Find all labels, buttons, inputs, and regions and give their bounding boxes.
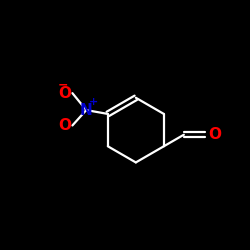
Text: O: O <box>59 86 72 101</box>
Text: O: O <box>208 127 222 142</box>
Text: +: + <box>89 98 99 108</box>
Text: N: N <box>80 102 93 118</box>
Text: −: − <box>58 79 68 92</box>
Text: O: O <box>59 118 72 133</box>
